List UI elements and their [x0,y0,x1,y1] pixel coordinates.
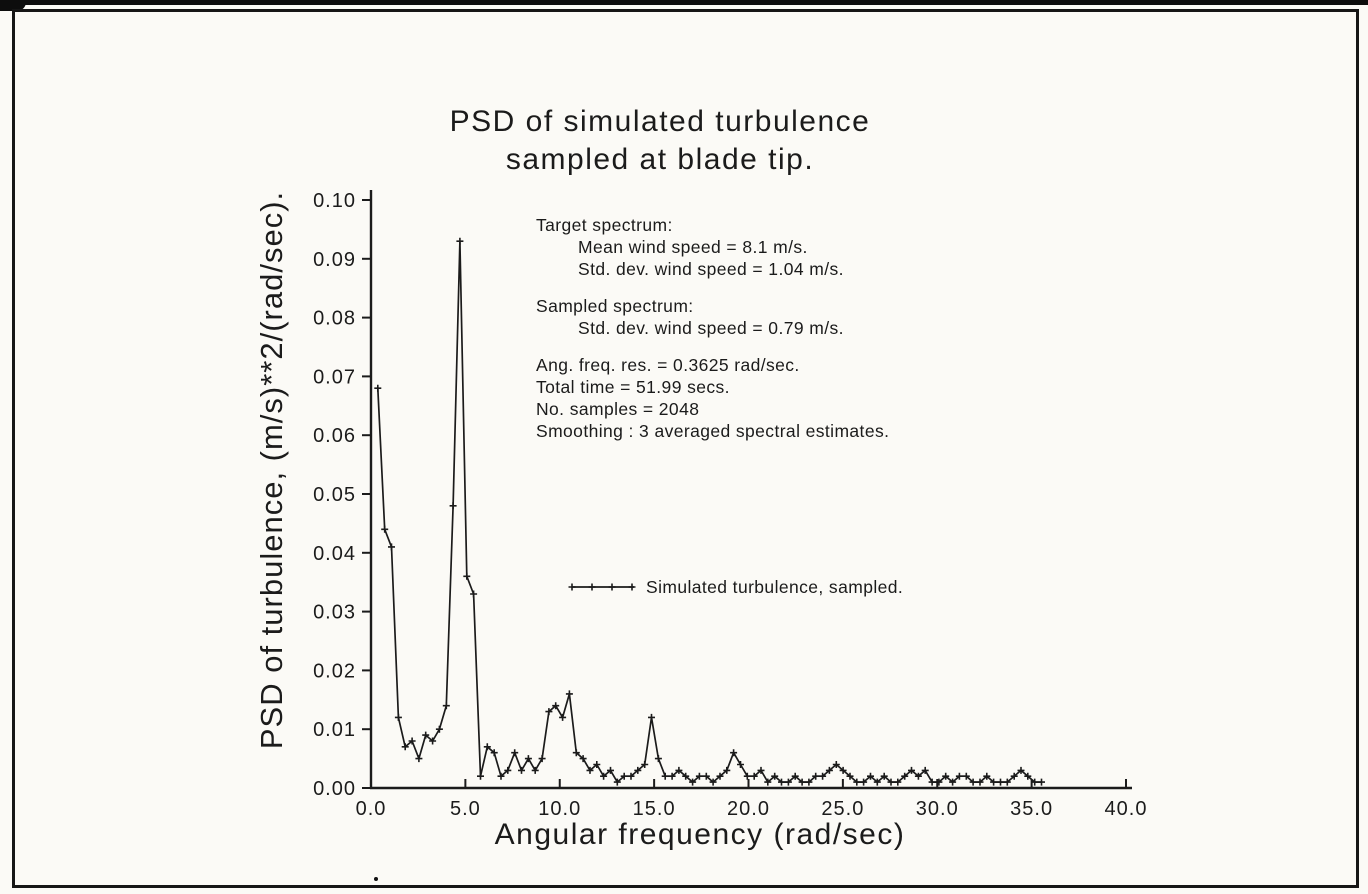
chart-title-line-2: sampled at blade tip. [505,143,815,176]
annotation-line: Std. dev. wind speed = 0.79 m/s. [578,318,844,338]
y-tick-label: 0.09 [313,249,356,271]
y-tick-label: 0.08 [313,308,356,330]
y-tick-label: 0.04 [313,543,356,565]
y-tick-label: 0.01 [313,719,356,741]
x-tick-label: 40.0 [1105,798,1148,820]
x-tick-label: 25.0 [821,798,864,820]
annotation-line: Sampled spectrum: [536,296,694,316]
y-tick-label: 0.03 [313,602,356,624]
x-tick-label: 20.0 [727,798,770,820]
scan-corner-artifact [0,0,26,11]
scan-speck-artifact [374,877,378,881]
y-tick-label: 0.00 [313,778,356,800]
annotation-line: Mean wind speed = 8.1 m/s. [578,237,808,257]
x-tick-label: 35.0 [1010,798,1053,820]
annotation-line: Smoothing : 3 averaged spectral estimate… [536,421,890,441]
y-tick-label: 0.02 [313,660,356,682]
y-tick-label: 0.05 [313,484,356,506]
x-tick-label: 5.0 [450,798,481,820]
data-series-line [376,240,1042,783]
legend-label: Simulated turbulence, sampled. [646,577,904,597]
x-tick-label: 30.0 [916,798,959,820]
data-series-markers [374,237,1045,786]
annotation-line: Total time = 51.99 secs. [536,377,730,397]
y-tick-label: 0.10 [313,190,356,212]
x-tick-label: 0.0 [356,798,387,820]
annotation-line: Ang. freq. res. = 0.3625 rad/sec. [536,355,800,375]
x-tick-label: 15.0 [633,798,676,820]
chart-title-line-1: PSD of simulated turbulence [449,105,871,138]
figure-border [12,9,1359,888]
y-tick-label: 0.07 [313,366,356,388]
x-tick-label: 10.0 [538,798,581,820]
annotation-block: Target spectrum: Mean wind speed = 8.1 m/… [536,214,889,442]
y-axis-label: PSD of turbulence, (m/s)**2/(rad/sec). [254,190,289,750]
x-axis-label: Angular frequency (rad/sec) [494,818,906,851]
annotation-line: Std. dev. wind speed = 1.04 m/s. [578,259,844,279]
annotation-line: No. samples = 2048 [536,399,700,419]
legend-sample-markers [568,583,636,591]
chart-title: PSD of simulated turbulence sampled at b… [320,103,1000,179]
annotation-line: Target spectrum: [536,215,673,235]
scan-edge-artifact [0,0,1368,5]
y-tick-label: 0.06 [313,425,356,447]
